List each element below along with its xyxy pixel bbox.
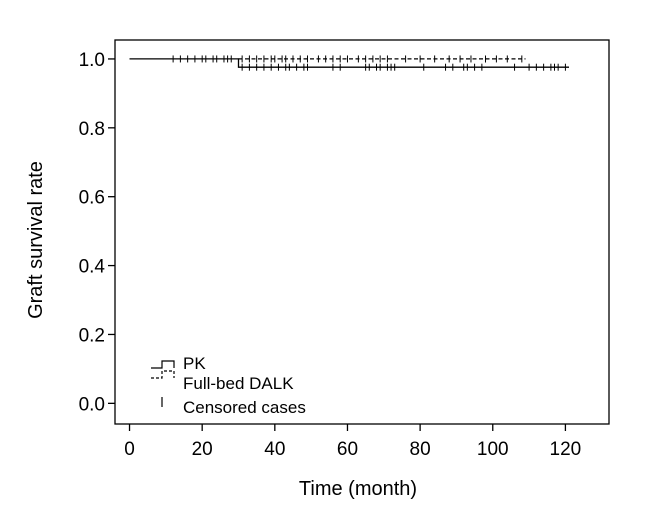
legend-symbol-pk [151,360,175,369]
y-tick-label: 0.4 [79,257,106,278]
y-tick-label: 0.8 [79,119,105,140]
x-tick-label: 120 [550,439,582,460]
legend-symbol-dalk [151,370,175,379]
legend-label: PK [183,354,206,373]
y-tick-label: 0.0 [79,394,105,415]
x-axis-title: Time (month) [299,478,417,500]
y-axis: 0.0 0.2 0.4 0.6 0.8 1.0 [79,50,115,415]
y-tick-label: 0.6 [79,188,105,209]
x-tick-label: 20 [192,439,213,460]
legend-label: Censored cases [183,398,306,417]
plot-frame [114,39,610,425]
y-axis-title: Graft survival rate [25,161,47,319]
series-line-0 [129,58,569,68]
x-tick-label: 0 [124,439,135,460]
x-tick-label: 60 [337,439,358,460]
x-tick-label: 100 [477,439,509,460]
x-tick-label: 40 [264,439,285,460]
x-axis: 0 20 40 60 80 100 120 [124,424,581,460]
legend-label: Full-bed DALK [183,374,294,393]
y-tick-label: 0.2 [79,325,105,346]
y-tick-label: 1.0 [79,50,105,71]
series-layer [129,55,569,71]
x-tick-label: 80 [410,439,431,460]
